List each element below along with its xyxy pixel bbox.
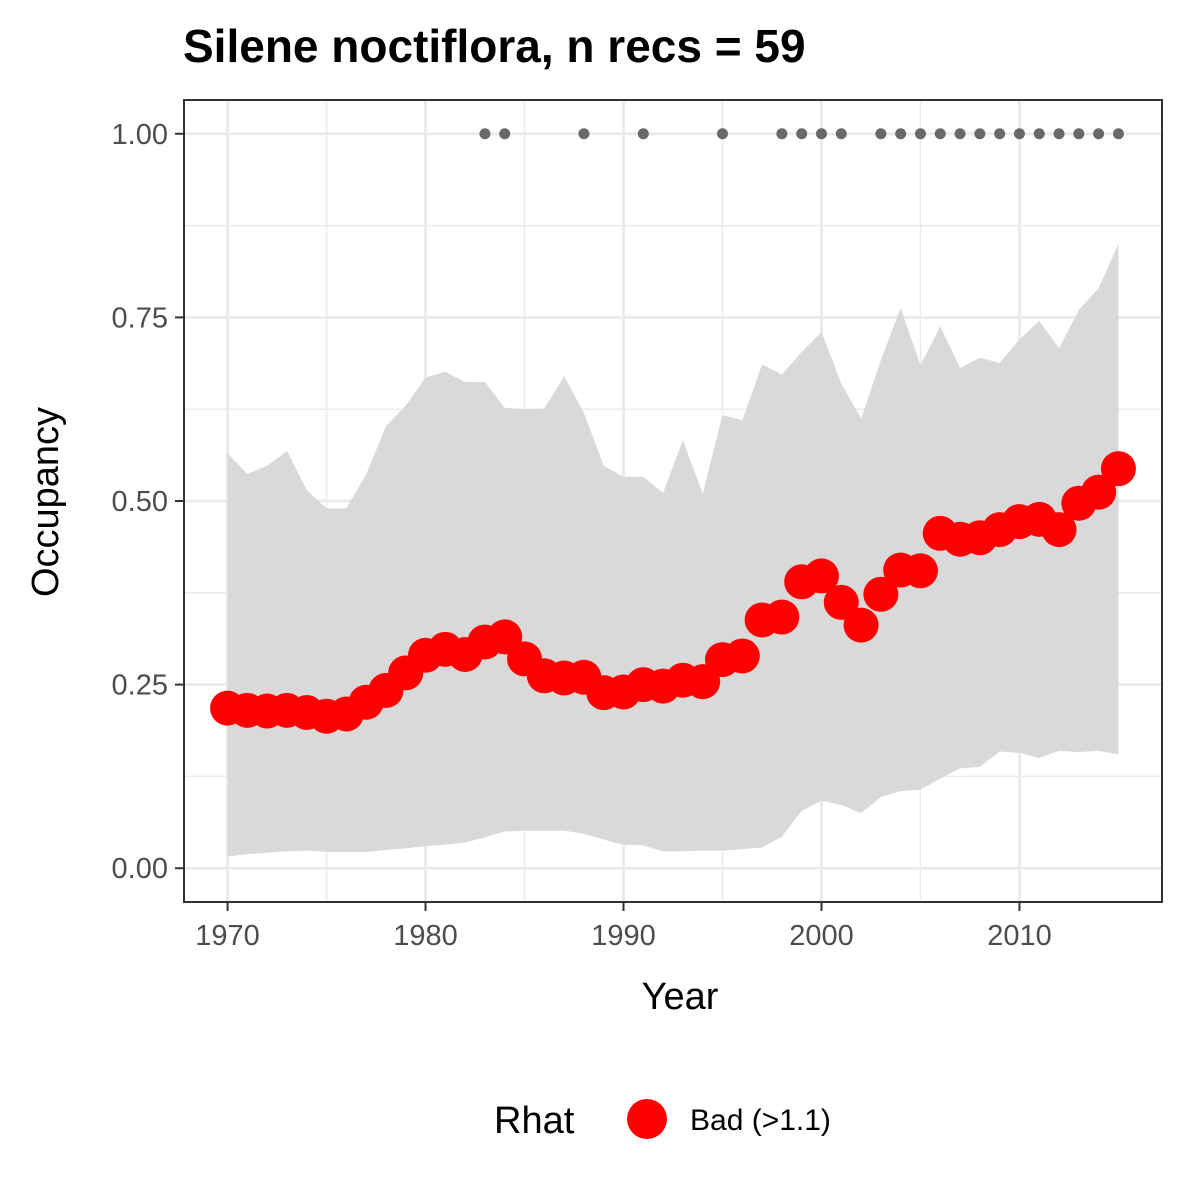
record-dot	[1073, 128, 1085, 140]
x-tick-label: 1990	[591, 920, 656, 952]
record-dots	[479, 128, 1124, 140]
x-tick-label: 2010	[987, 920, 1052, 952]
occupancy-point	[823, 584, 859, 620]
record-dot	[1033, 128, 1045, 140]
x-axis-title: Year	[642, 976, 719, 1018]
occupancy-point	[803, 558, 839, 594]
x-tick-label: 1980	[393, 920, 458, 952]
x-tick-label: 2000	[789, 920, 854, 952]
y-tick-label: 0.25	[112, 670, 168, 702]
record-dot	[974, 128, 986, 140]
record-dot	[578, 128, 590, 140]
record-dot	[934, 128, 946, 140]
occupancy-point	[724, 638, 760, 674]
y-tick-label: 0.50	[112, 486, 168, 518]
record-dot	[875, 128, 887, 140]
chart-title: Silene noctiflora, n recs = 59	[183, 20, 806, 72]
record-dot	[815, 128, 827, 140]
y-axis-ticks: 0.00 0.25 0.50 0.75 1.00	[112, 119, 184, 885]
record-dot	[914, 128, 926, 140]
occupancy-point	[902, 553, 938, 589]
record-dot	[835, 128, 847, 140]
occupancy-point	[1100, 451, 1136, 487]
legend-title: Rhat	[494, 1100, 575, 1142]
record-dot	[776, 128, 788, 140]
occupancy-points	[210, 451, 1136, 734]
y-tick-label: 0.75	[112, 302, 168, 334]
y-tick-label: 1.00	[112, 119, 168, 151]
occupancy-point	[1041, 512, 1077, 548]
x-axis-ticks: 1970 1980 1990 2000 2010	[195, 902, 1052, 952]
occupancy-point	[863, 576, 899, 612]
plot-panel	[183, 99, 1163, 903]
record-dot	[895, 128, 907, 140]
record-dot	[954, 128, 966, 140]
x-tick-label: 1970	[195, 920, 260, 952]
legend-label-bad: Bad (>1.1)	[690, 1104, 831, 1137]
record-dot	[1013, 128, 1025, 140]
y-axis-title: Occupancy	[25, 407, 67, 597]
record-dot	[1053, 128, 1065, 140]
record-dot	[796, 128, 808, 140]
record-dot	[994, 128, 1006, 140]
credible-interval-band	[227, 243, 1119, 857]
occupancy-point	[764, 599, 800, 635]
record-dot	[716, 128, 728, 140]
legend-key-bad	[627, 1099, 667, 1139]
legend: Rhat Bad (>1.1)	[494, 1099, 831, 1142]
occupancy-point	[1081, 474, 1117, 510]
record-dot	[637, 128, 649, 140]
record-dot	[1093, 128, 1105, 140]
occupancy-point	[843, 607, 879, 643]
y-tick-label: 0.00	[112, 853, 168, 885]
record-dot	[1112, 128, 1124, 140]
record-dot	[479, 128, 491, 140]
record-dot	[499, 128, 511, 140]
